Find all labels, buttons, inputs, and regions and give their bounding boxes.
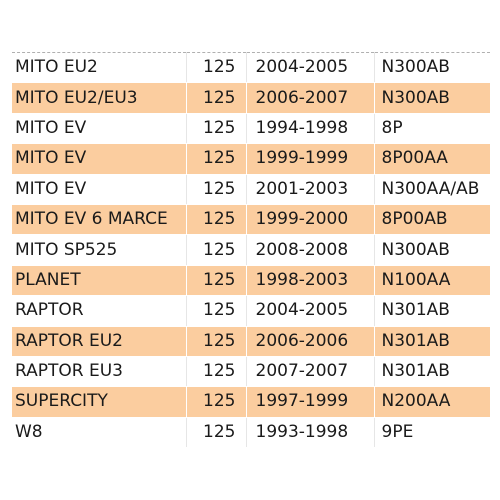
displacement-cell: 125	[186, 265, 247, 297]
fitment-table-body: MITO EU2 125 2004-2005 N300AB MITO EU2/EU3 12…	[12, 52, 490, 449]
engine-code-cell: N200AA	[374, 386, 490, 418]
table-row: PLANET 125 1998-2003 N100AA	[12, 265, 490, 297]
engine-code-cell: N301AB	[374, 356, 490, 388]
model-name-cell: W8	[12, 417, 187, 449]
table-row: SUPERCITY 125 1997-1999 N200AA	[12, 386, 490, 418]
engine-code-cell: N301AB	[374, 295, 490, 327]
model-name-cell: RAPTOR	[12, 295, 187, 327]
year-range-cell: 1993-1998	[246, 417, 375, 449]
model-name-cell: MITO EU2	[12, 52, 187, 84]
displacement-cell: 125	[186, 174, 247, 205]
engine-code-cell: N300AB	[374, 82, 490, 114]
table-row: MITO EU2/EU3 125 2006-2007 N300AB	[12, 82, 490, 114]
engine-code-cell: N300AB	[374, 52, 490, 84]
engine-code-cell: N301AB	[374, 326, 490, 357]
displacement-cell: 125	[186, 113, 247, 145]
table-row: MITO EV 125 1999-1999 8P00AA	[12, 143, 490, 175]
engine-code-cell: 8P00AB	[374, 204, 490, 236]
model-name-cell: MITO EV	[12, 174, 187, 205]
year-range-cell: 2007-2007	[246, 356, 375, 388]
table-row: RAPTOR 125 2004-2005 N301AB	[12, 295, 490, 327]
table-row: W8 125 1993-1998 9PE	[12, 417, 490, 449]
table-row: MITO EV 125 2001-2003 N300AA/AB	[12, 174, 490, 205]
year-range-cell: 1999-1999	[246, 143, 375, 175]
table-row: MITO SP525 125 2008-2008 N300AB	[12, 234, 490, 266]
displacement-cell: 125	[186, 52, 247, 84]
year-range-cell: 2004-2005	[246, 52, 375, 84]
year-range-cell: 1999-2000	[246, 204, 375, 236]
displacement-cell: 125	[186, 417, 247, 449]
year-range-cell: 2008-2008	[246, 234, 375, 266]
displacement-cell: 125	[186, 295, 247, 327]
model-name-cell: MITO EV 6 MARCE	[12, 204, 187, 236]
model-name-cell: PLANET	[12, 265, 187, 297]
table-row: MITO EU2 125 2004-2005 N300AB	[12, 52, 490, 84]
model-name-cell: RAPTOR EU3	[12, 356, 187, 388]
displacement-cell: 125	[186, 356, 247, 388]
model-name-cell: MITO EU2/EU3	[12, 82, 187, 114]
year-range-cell: 2001-2003	[246, 174, 375, 205]
year-range-cell: 2006-2007	[246, 82, 375, 114]
table-row: RAPTOR EU2 125 2006-2006 N301AB	[12, 326, 490, 357]
engine-code-cell: 8P	[374, 113, 490, 145]
engine-code-cell: N300AB	[374, 234, 490, 266]
year-range-cell: 1998-2003	[246, 265, 375, 297]
year-range-cell: 1997-1999	[246, 386, 375, 418]
model-name-cell: MITO EV	[12, 113, 187, 145]
model-fitment-table: MITO EU2 125 2004-2005 N300AB MITO EU2/EU3 12…	[12, 52, 490, 449]
engine-code-cell: 8P00AA	[374, 143, 490, 175]
displacement-cell: 125	[186, 82, 247, 114]
displacement-cell: 125	[186, 143, 247, 175]
displacement-cell: 125	[186, 326, 247, 357]
table-row: MITO EV 125 1994-1998 8P	[12, 113, 490, 145]
year-range-cell: 1994-1998	[246, 113, 375, 145]
displacement-cell: 125	[186, 234, 247, 266]
model-name-cell: RAPTOR EU2	[12, 326, 187, 357]
year-range-cell: 2006-2006	[246, 326, 375, 357]
engine-code-cell: N300AA/AB	[374, 174, 490, 205]
table-row: MITO EV 6 MARCE 125 1999-2000 8P00AB	[12, 204, 490, 236]
displacement-cell: 125	[186, 386, 247, 418]
model-name-cell: MITO SP525	[12, 234, 187, 266]
displacement-cell: 125	[186, 204, 247, 236]
model-name-cell: SUPERCITY	[12, 386, 187, 418]
year-range-cell: 2004-2005	[246, 295, 375, 327]
table-row: RAPTOR EU3 125 2007-2007 N301AB	[12, 356, 490, 388]
engine-code-cell: 9PE	[374, 417, 490, 449]
engine-code-cell: N100AA	[374, 265, 490, 297]
model-name-cell: MITO EV	[12, 143, 187, 175]
